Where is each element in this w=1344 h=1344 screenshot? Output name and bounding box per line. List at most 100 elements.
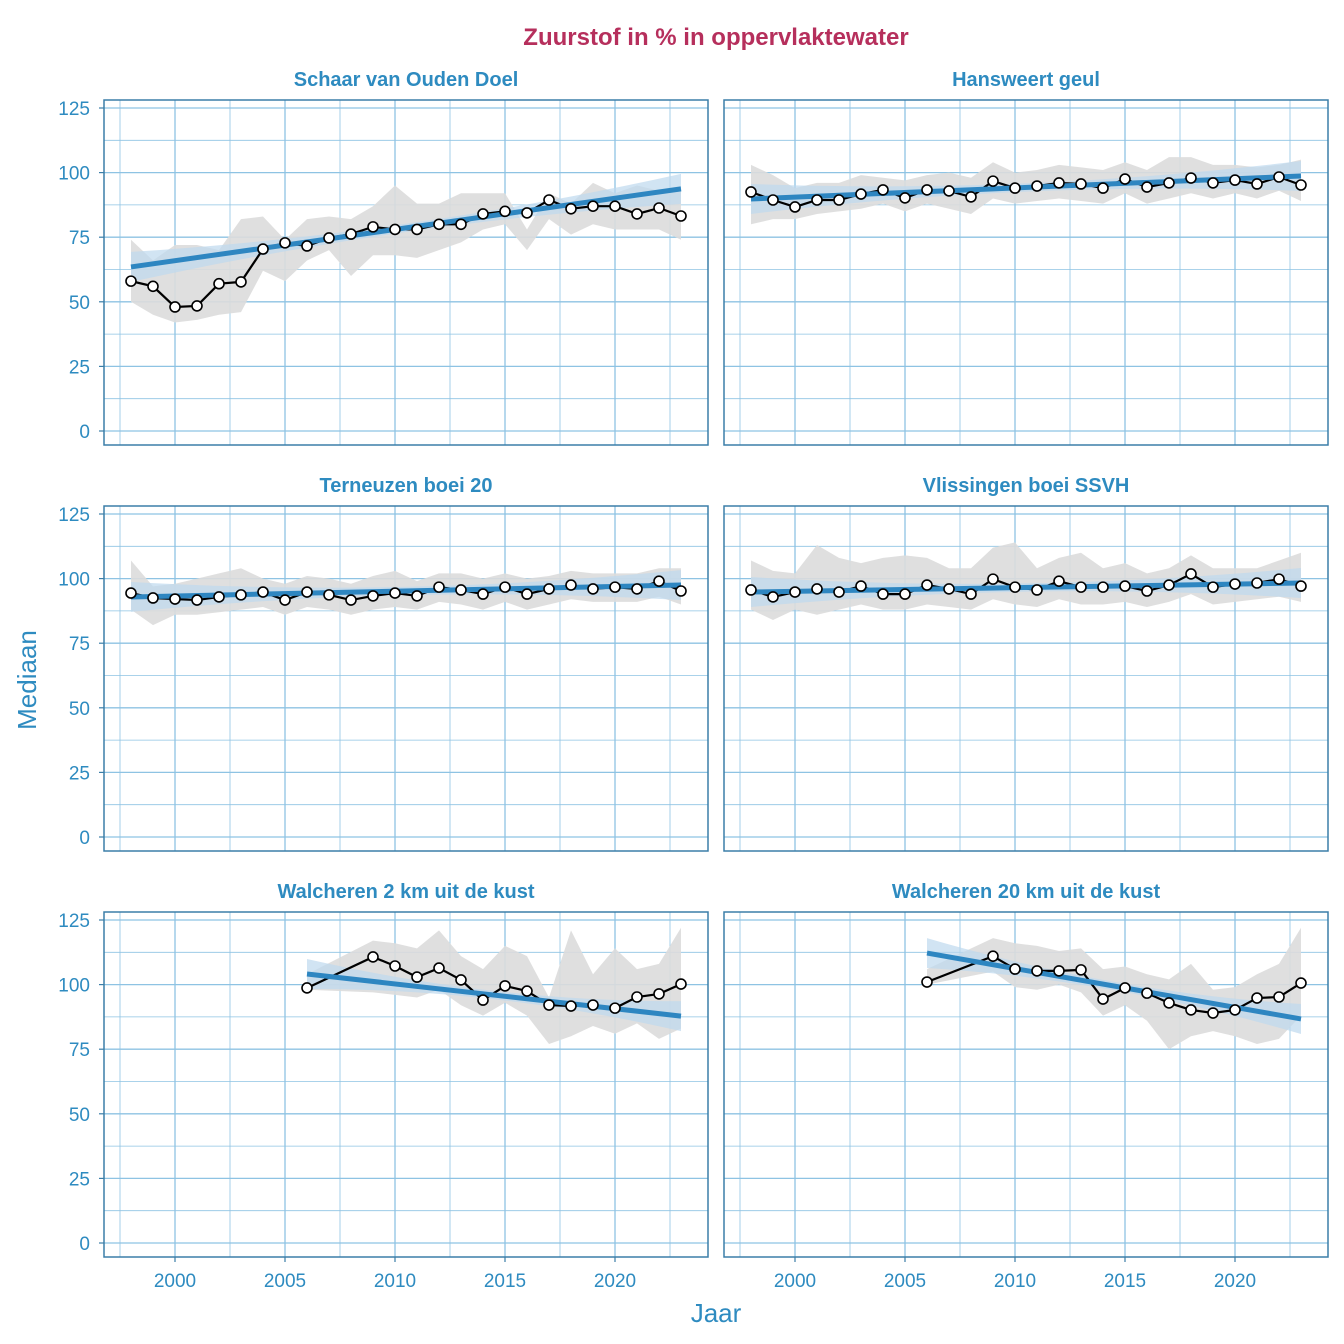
median-point [1053, 177, 1065, 189]
median-point [433, 218, 445, 231]
median-point [125, 275, 137, 287]
median-point [213, 591, 225, 603]
median-point [213, 277, 225, 290]
median-point [279, 237, 291, 249]
median-point [965, 191, 977, 203]
x-tick-label: 2005 [884, 1271, 926, 1292]
median-point [631, 208, 643, 220]
median-point [943, 583, 955, 595]
x-tick-label: 2005 [264, 1271, 306, 1292]
median-point [191, 594, 203, 606]
y-tick-label: 125 [58, 505, 90, 526]
median-point [1163, 579, 1175, 591]
median-point [345, 228, 357, 240]
panel: Walcheren 20 km uit de kust 2000 2005 2010 2… [723, 881, 1329, 1292]
median-point [1009, 182, 1021, 194]
median-point [1141, 987, 1153, 999]
panel-border [723, 505, 1329, 852]
median-point [833, 194, 845, 206]
median-point [767, 194, 779, 206]
median-point [631, 583, 643, 595]
median-point [235, 589, 247, 601]
median-point [521, 588, 533, 600]
y-tick-label: 25 [69, 763, 90, 784]
median-point [1207, 1007, 1219, 1019]
median-point [965, 588, 977, 600]
median-point [1053, 575, 1065, 587]
median-point [1185, 568, 1197, 580]
chart-title: Zuurstof in % in oppervlaktewater [523, 24, 908, 51]
median-point [1031, 584, 1043, 596]
median-point [499, 980, 511, 992]
median-point [1185, 172, 1197, 184]
median-point [565, 579, 577, 591]
median-point [1053, 965, 1065, 977]
median-point [169, 301, 181, 313]
median-point [1251, 992, 1263, 1004]
y-tick-label: 100 [58, 570, 90, 591]
median-point [499, 205, 511, 218]
x-tick-label: 2000 [154, 1271, 196, 1292]
panel-border [723, 911, 1329, 1258]
median-point [811, 194, 823, 206]
median-point [367, 221, 379, 233]
min-max-band [751, 542, 1301, 620]
median-point [921, 579, 933, 591]
y-tick-label: 125 [58, 99, 90, 120]
x-tick-label: 2015 [1104, 1271, 1146, 1292]
median-point [543, 194, 555, 206]
median-point [1119, 982, 1131, 994]
y-axis-label: Mediaan [12, 630, 42, 730]
median-point [521, 985, 533, 997]
median-point [389, 223, 401, 236]
x-tick-label: 2010 [994, 1271, 1036, 1292]
median-point [653, 202, 665, 214]
median-point [191, 300, 203, 312]
median-point [389, 587, 401, 599]
median-point [1295, 580, 1307, 592]
median-point [235, 276, 247, 288]
panel-title: Schaar van Ouden Doel [294, 69, 519, 91]
median-point [1273, 573, 1285, 585]
min-max-band [131, 182, 681, 323]
y-tick-label: 50 [69, 699, 90, 720]
median-point [587, 583, 599, 595]
median-point [279, 594, 291, 606]
y-tick-label: 0 [79, 1234, 90, 1255]
median-point [455, 974, 467, 986]
median-point [899, 192, 911, 204]
median-point [789, 201, 801, 213]
median-point [1251, 577, 1263, 589]
min-max-band [307, 927, 681, 1045]
median-point [987, 573, 999, 585]
median-point [499, 581, 511, 593]
median-point [1141, 585, 1153, 597]
median-point [389, 960, 401, 972]
median-point [767, 591, 779, 603]
median-point [1229, 174, 1241, 186]
median-point [301, 982, 313, 994]
median-point [345, 594, 357, 606]
panel-border [723, 99, 1329, 446]
median-point [987, 175, 999, 187]
median-point [323, 232, 335, 244]
median-point [921, 976, 933, 988]
median-point [1097, 993, 1109, 1005]
median-point [675, 585, 687, 597]
median-point [1119, 173, 1131, 185]
median-point [1295, 179, 1307, 191]
median-point [1163, 997, 1175, 1009]
panel: Walcheren 2 km uit de kust 0 25 50 75 100 125 2… [58, 881, 709, 1292]
median-point [855, 580, 867, 592]
median-point [877, 184, 889, 196]
median-point [745, 186, 757, 198]
median-point [609, 581, 621, 593]
panel: Hansweert geul [723, 69, 1329, 446]
median-point [1163, 177, 1175, 189]
y-tick-label: 0 [79, 422, 90, 443]
y-tick-label: 125 [58, 911, 90, 932]
median-point [543, 999, 555, 1011]
panel-title: Hansweert geul [952, 69, 1100, 91]
median-point [1031, 965, 1043, 977]
median-point [631, 991, 643, 1003]
